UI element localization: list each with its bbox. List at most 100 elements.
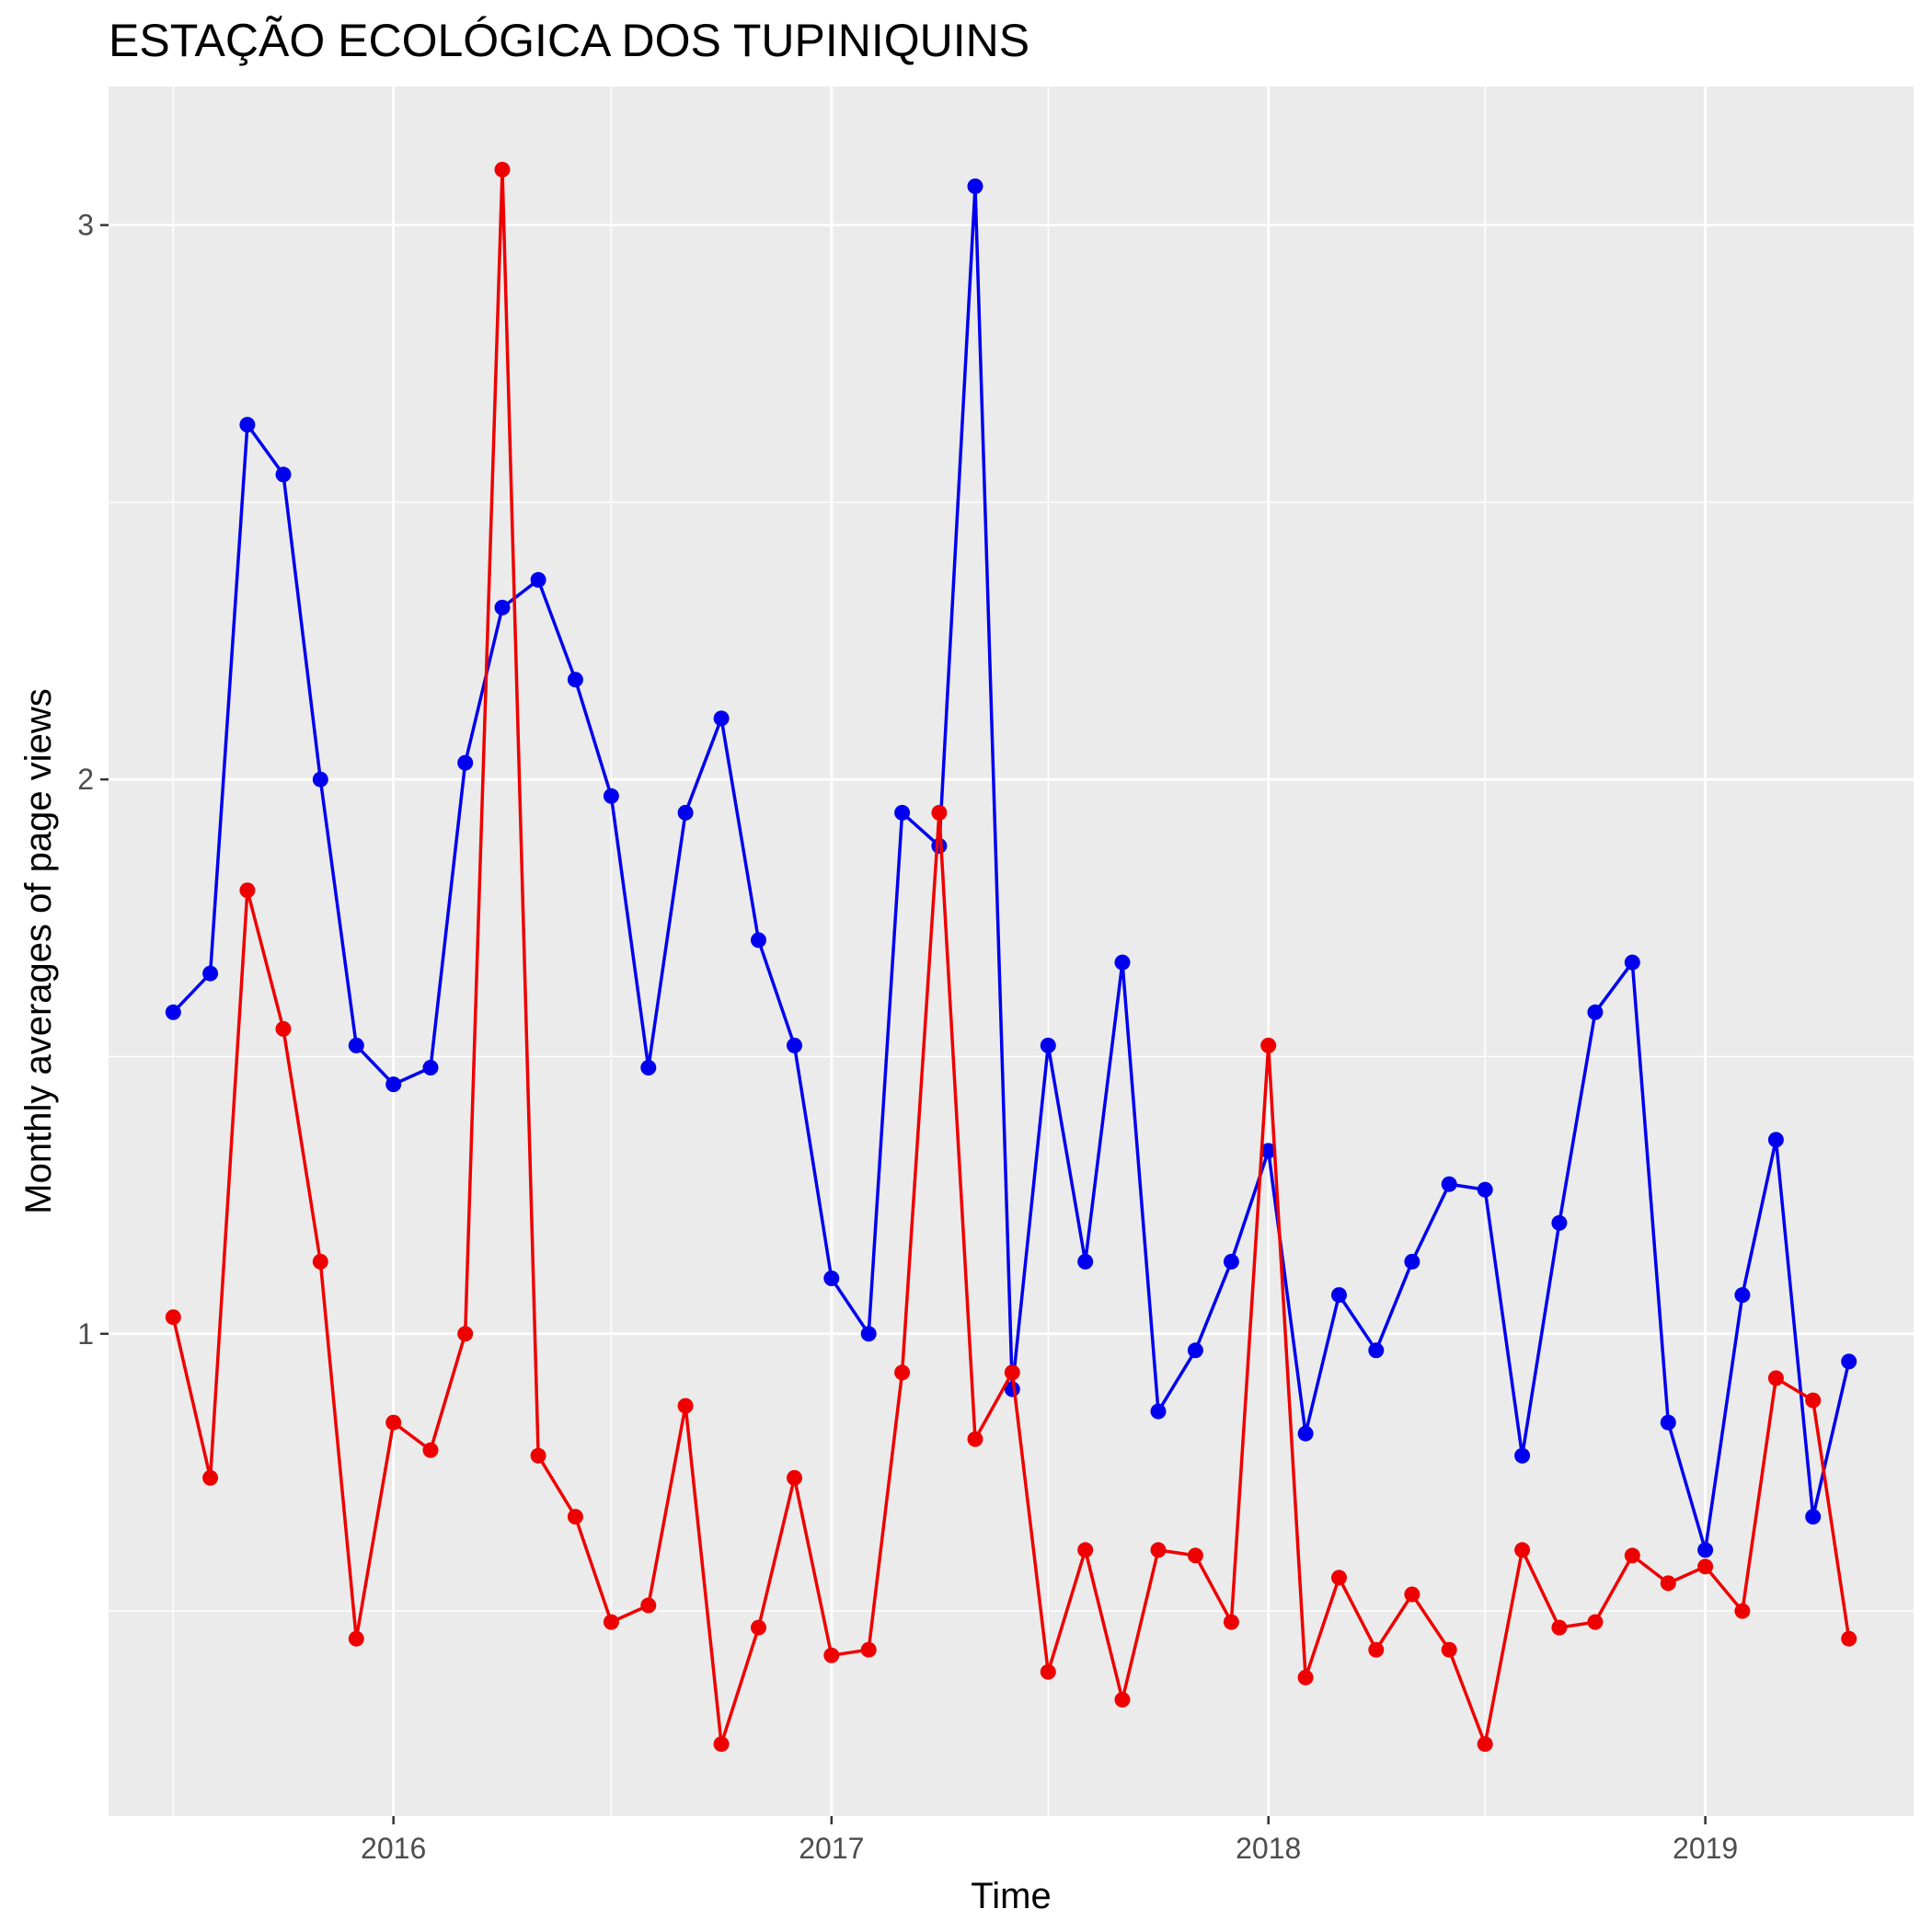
data-point (457, 1326, 474, 1342)
x-axis-title: Time (971, 1876, 1051, 1916)
data-point (1150, 1403, 1167, 1420)
data-point (1805, 1509, 1822, 1525)
data-point (202, 1469, 219, 1486)
data-point (713, 710, 730, 727)
data-point (1077, 1542, 1094, 1558)
data-point (530, 1447, 546, 1464)
data-point (312, 1253, 328, 1270)
data-point (1260, 1037, 1277, 1053)
data-point (1368, 1342, 1385, 1359)
grid-lines (109, 86, 1923, 1816)
data-point (1260, 1143, 1277, 1159)
data-point (1477, 1736, 1493, 1753)
data-point (1187, 1547, 1203, 1564)
data-point (1368, 1641, 1385, 1658)
data-point (677, 1397, 694, 1414)
x-tick-label: 2018 (1236, 1832, 1301, 1865)
chart-title: ESTAÇÃO ECOLÓGICA DOS TUPINIQUINS (109, 15, 1029, 66)
data-point (1587, 1004, 1604, 1020)
data-point (1734, 1603, 1751, 1619)
data-point (165, 1004, 181, 1020)
data-point (1587, 1614, 1604, 1630)
data-point (422, 1442, 439, 1458)
data-point (1040, 1663, 1056, 1680)
data-point (1624, 1547, 1640, 1564)
data-point (275, 1020, 292, 1037)
data-point (1297, 1669, 1314, 1685)
data-point (494, 161, 511, 178)
data-point (894, 1364, 911, 1381)
data-point (1441, 1641, 1457, 1658)
data-point (1660, 1414, 1676, 1431)
data-point (1841, 1353, 1857, 1370)
data-point (751, 1619, 766, 1636)
data-point (1077, 1253, 1094, 1270)
data-point (1040, 1037, 1056, 1053)
data-point (1697, 1558, 1714, 1575)
data-point (494, 599, 511, 615)
data-point (823, 1271, 840, 1286)
y-tick-label: 1 (77, 1317, 94, 1351)
data-point (202, 965, 219, 982)
data-point (603, 1614, 619, 1630)
data-point (1624, 954, 1640, 971)
data-point (275, 466, 292, 483)
data-point (787, 1037, 802, 1053)
data-point (1805, 1392, 1822, 1409)
data-point (677, 804, 694, 821)
data-point (860, 1326, 877, 1342)
data-point (860, 1641, 877, 1658)
data-point (567, 1509, 583, 1525)
data-point (1297, 1425, 1314, 1442)
data-point (348, 1630, 364, 1647)
data-point (1404, 1253, 1420, 1270)
data-point (1697, 1542, 1714, 1558)
data-point (530, 571, 546, 588)
data-point (1114, 954, 1131, 971)
data-point (1223, 1614, 1239, 1630)
plot-panel (109, 86, 1914, 1816)
data-point (713, 1736, 730, 1753)
data-point (1331, 1570, 1347, 1586)
data-point (1514, 1447, 1531, 1464)
data-point (1734, 1287, 1751, 1304)
data-point (1223, 1253, 1239, 1270)
y-tick-label: 3 (77, 209, 94, 242)
x-tick-label: 2019 (1673, 1832, 1738, 1865)
data-point (165, 1309, 181, 1326)
data-point (422, 1060, 439, 1075)
data-point (567, 672, 583, 688)
y-tick-label: 2 (77, 763, 94, 796)
data-point (1514, 1542, 1531, 1558)
data-point (894, 804, 911, 821)
data-point (751, 932, 766, 949)
data-point (1551, 1214, 1568, 1231)
data-point (239, 882, 256, 899)
data-point (385, 1414, 402, 1431)
data-point (1114, 1692, 1131, 1708)
y-axis-title: Monthly averages of page views (18, 688, 59, 1213)
data-point (787, 1469, 802, 1486)
data-point (1004, 1364, 1020, 1381)
data-point (1187, 1342, 1203, 1359)
series-layer (165, 161, 1857, 1753)
x-tick-label: 2017 (799, 1832, 864, 1865)
data-point (385, 1076, 402, 1093)
data-point (1331, 1287, 1347, 1304)
data-point (640, 1060, 657, 1075)
data-point (967, 1431, 983, 1447)
axes: 1 2 3 2016 2017 2018 2019 (77, 209, 1738, 1865)
data-point (1404, 1586, 1420, 1603)
data-point (1841, 1630, 1857, 1647)
data-point (603, 788, 619, 804)
data-point (1767, 1370, 1784, 1386)
data-point (312, 771, 328, 788)
x-tick-label: 2016 (361, 1832, 426, 1865)
data-point (967, 178, 983, 194)
data-point (931, 804, 948, 821)
data-point (823, 1647, 840, 1663)
data-point (1477, 1181, 1493, 1198)
data-point (1660, 1575, 1676, 1592)
data-point (1551, 1619, 1568, 1636)
